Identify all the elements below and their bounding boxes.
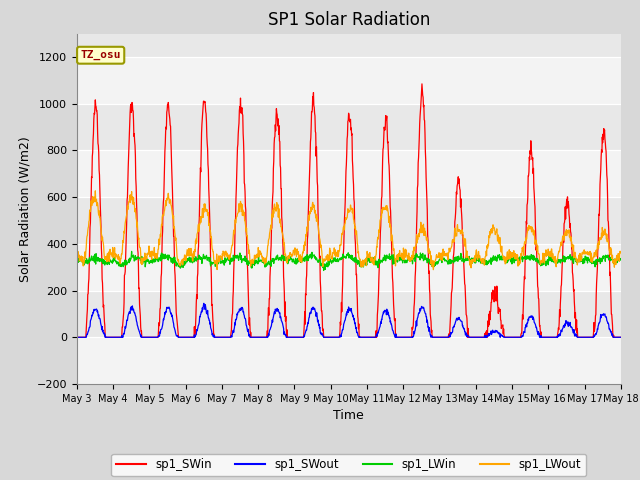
sp1_SWout	[194, 325, 202, 331]
sp1_LWout	[434, 254, 442, 260]
sp1_LWin	[195, 256, 202, 262]
sp1_LWout	[255, 250, 263, 256]
sp1_LWin	[255, 258, 263, 264]
Bar	[77, 337, 621, 384]
sp1_SWout	[73, 335, 81, 340]
sp1_LWin	[434, 260, 442, 266]
sp1_LWin	[505, 257, 513, 263]
sp1_SWin	[617, 335, 625, 340]
X-axis label: Time: Time	[333, 409, 364, 422]
sp1_SWout	[617, 335, 625, 340]
sp1_SWin	[418, 81, 426, 87]
Line: sp1_LWin: sp1_LWin	[77, 252, 621, 271]
Line: sp1_SWout: sp1_SWout	[77, 303, 621, 337]
Bar	[77, 57, 621, 104]
Line: sp1_SWin: sp1_SWin	[77, 84, 621, 337]
sp1_SWin	[73, 335, 81, 340]
Bar	[77, 150, 621, 197]
sp1_LWout	[181, 252, 189, 258]
sp1_SWout	[505, 335, 513, 340]
sp1_SWin	[553, 335, 561, 340]
sp1_LWout	[73, 248, 81, 254]
sp1_LWin	[617, 256, 625, 262]
sp1_SWout	[553, 335, 561, 340]
sp1_SWout	[434, 335, 442, 340]
sp1_LWout	[195, 223, 202, 228]
sp1_LWout	[429, 267, 437, 273]
Y-axis label: Solar Radiation (W/m2): Solar Radiation (W/m2)	[18, 136, 31, 282]
sp1_SWin	[505, 335, 513, 340]
sp1_LWout	[92, 188, 99, 194]
sp1_LWin	[128, 249, 136, 254]
sp1_LWout	[553, 258, 561, 264]
sp1_SWin	[255, 335, 262, 340]
sp1_LWout	[505, 252, 513, 258]
sp1_SWin	[194, 271, 202, 276]
Bar	[77, 244, 621, 290]
sp1_LWin	[181, 261, 189, 266]
Legend: sp1_SWin, sp1_SWout, sp1_LWin, sp1_LWout: sp1_SWin, sp1_SWout, sp1_LWin, sp1_LWout	[111, 454, 586, 476]
Text: TZ_osu: TZ_osu	[81, 50, 121, 60]
sp1_LWout	[617, 250, 625, 256]
sp1_SWin	[180, 335, 188, 340]
Title: SP1 Solar Radiation: SP1 Solar Radiation	[268, 11, 430, 29]
sp1_SWout	[200, 300, 207, 306]
Line: sp1_LWout: sp1_LWout	[77, 191, 621, 270]
sp1_LWin	[320, 268, 328, 274]
sp1_LWin	[73, 257, 81, 263]
sp1_SWout	[180, 335, 188, 340]
sp1_SWout	[255, 335, 263, 340]
sp1_LWin	[553, 260, 561, 266]
sp1_SWin	[434, 335, 442, 340]
